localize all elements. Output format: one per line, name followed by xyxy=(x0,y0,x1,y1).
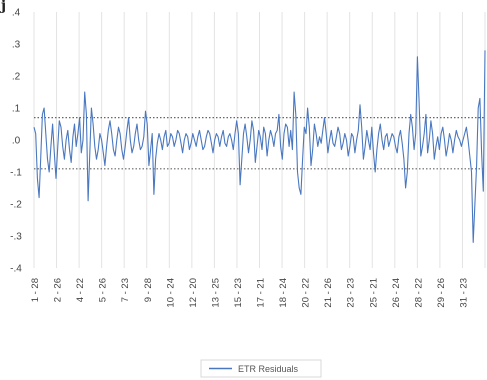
x-tick-label: 17 - 21 xyxy=(256,278,267,308)
x-tick-label: 21 - 26 xyxy=(323,278,334,308)
x-tick-label: 18 - 24 xyxy=(278,278,289,308)
x-axis-ticks: 1 - 28 2 - 26 4 - 22 5 - 26 7 - 23 9 - 28 10 -… xyxy=(30,278,469,308)
y-tick-label: .2 xyxy=(12,72,21,83)
x-tick-label: 25 - 21 xyxy=(368,278,379,308)
x-tick-label: 23 - 23 xyxy=(346,278,357,308)
y-axis-ticks: .4 .3 .2 .1 .0 -.1 -.2 -.3 -.4 xyxy=(10,8,22,275)
x-tick-label: 20 - 22 xyxy=(301,278,312,308)
legend-label: ETR Residuals xyxy=(238,364,299,374)
x-tick-label: 12 - 20 xyxy=(188,278,199,308)
x-tick-label: 13 - 25 xyxy=(210,278,221,308)
legend-box xyxy=(200,359,322,378)
x-tick-label: 26 - 24 xyxy=(391,278,402,308)
y-tick-label: -.3 xyxy=(10,232,22,243)
x-tick-label: 7 - 23 xyxy=(120,278,131,302)
y-tick-label: .3 xyxy=(12,40,21,51)
y-tick-label: -.2 xyxy=(10,200,22,211)
x-tick-label: 4 - 22 xyxy=(75,278,86,302)
x-tick-label: 5 - 26 xyxy=(98,278,109,302)
x-tick-label: 1 - 28 xyxy=(30,278,41,302)
x-tick-label: 15 - 23 xyxy=(233,278,244,308)
series-line xyxy=(33,50,486,243)
threshold-bands xyxy=(34,116,485,170)
y-tick-label: -.1 xyxy=(10,168,22,179)
y-tick-label: .0 xyxy=(12,136,21,147)
y-tick-label: -.4 xyxy=(10,264,22,275)
y-tick-label: .4 xyxy=(12,8,21,19)
legend: ETR Residuals xyxy=(200,359,322,378)
x-tick-label: 31 - 23 xyxy=(458,278,469,308)
x-tick-label: 29 - 26 xyxy=(436,278,447,308)
x-tick-label: 9 - 28 xyxy=(143,278,154,302)
x-tick-label: 28 - 22 xyxy=(413,278,424,308)
x-tick-label: 10 - 24 xyxy=(165,278,176,308)
series-layer xyxy=(33,50,486,243)
corner-label: j xyxy=(0,0,6,14)
y-tick-label: .1 xyxy=(12,104,21,115)
x-tick-label: 2 - 26 xyxy=(53,278,64,302)
